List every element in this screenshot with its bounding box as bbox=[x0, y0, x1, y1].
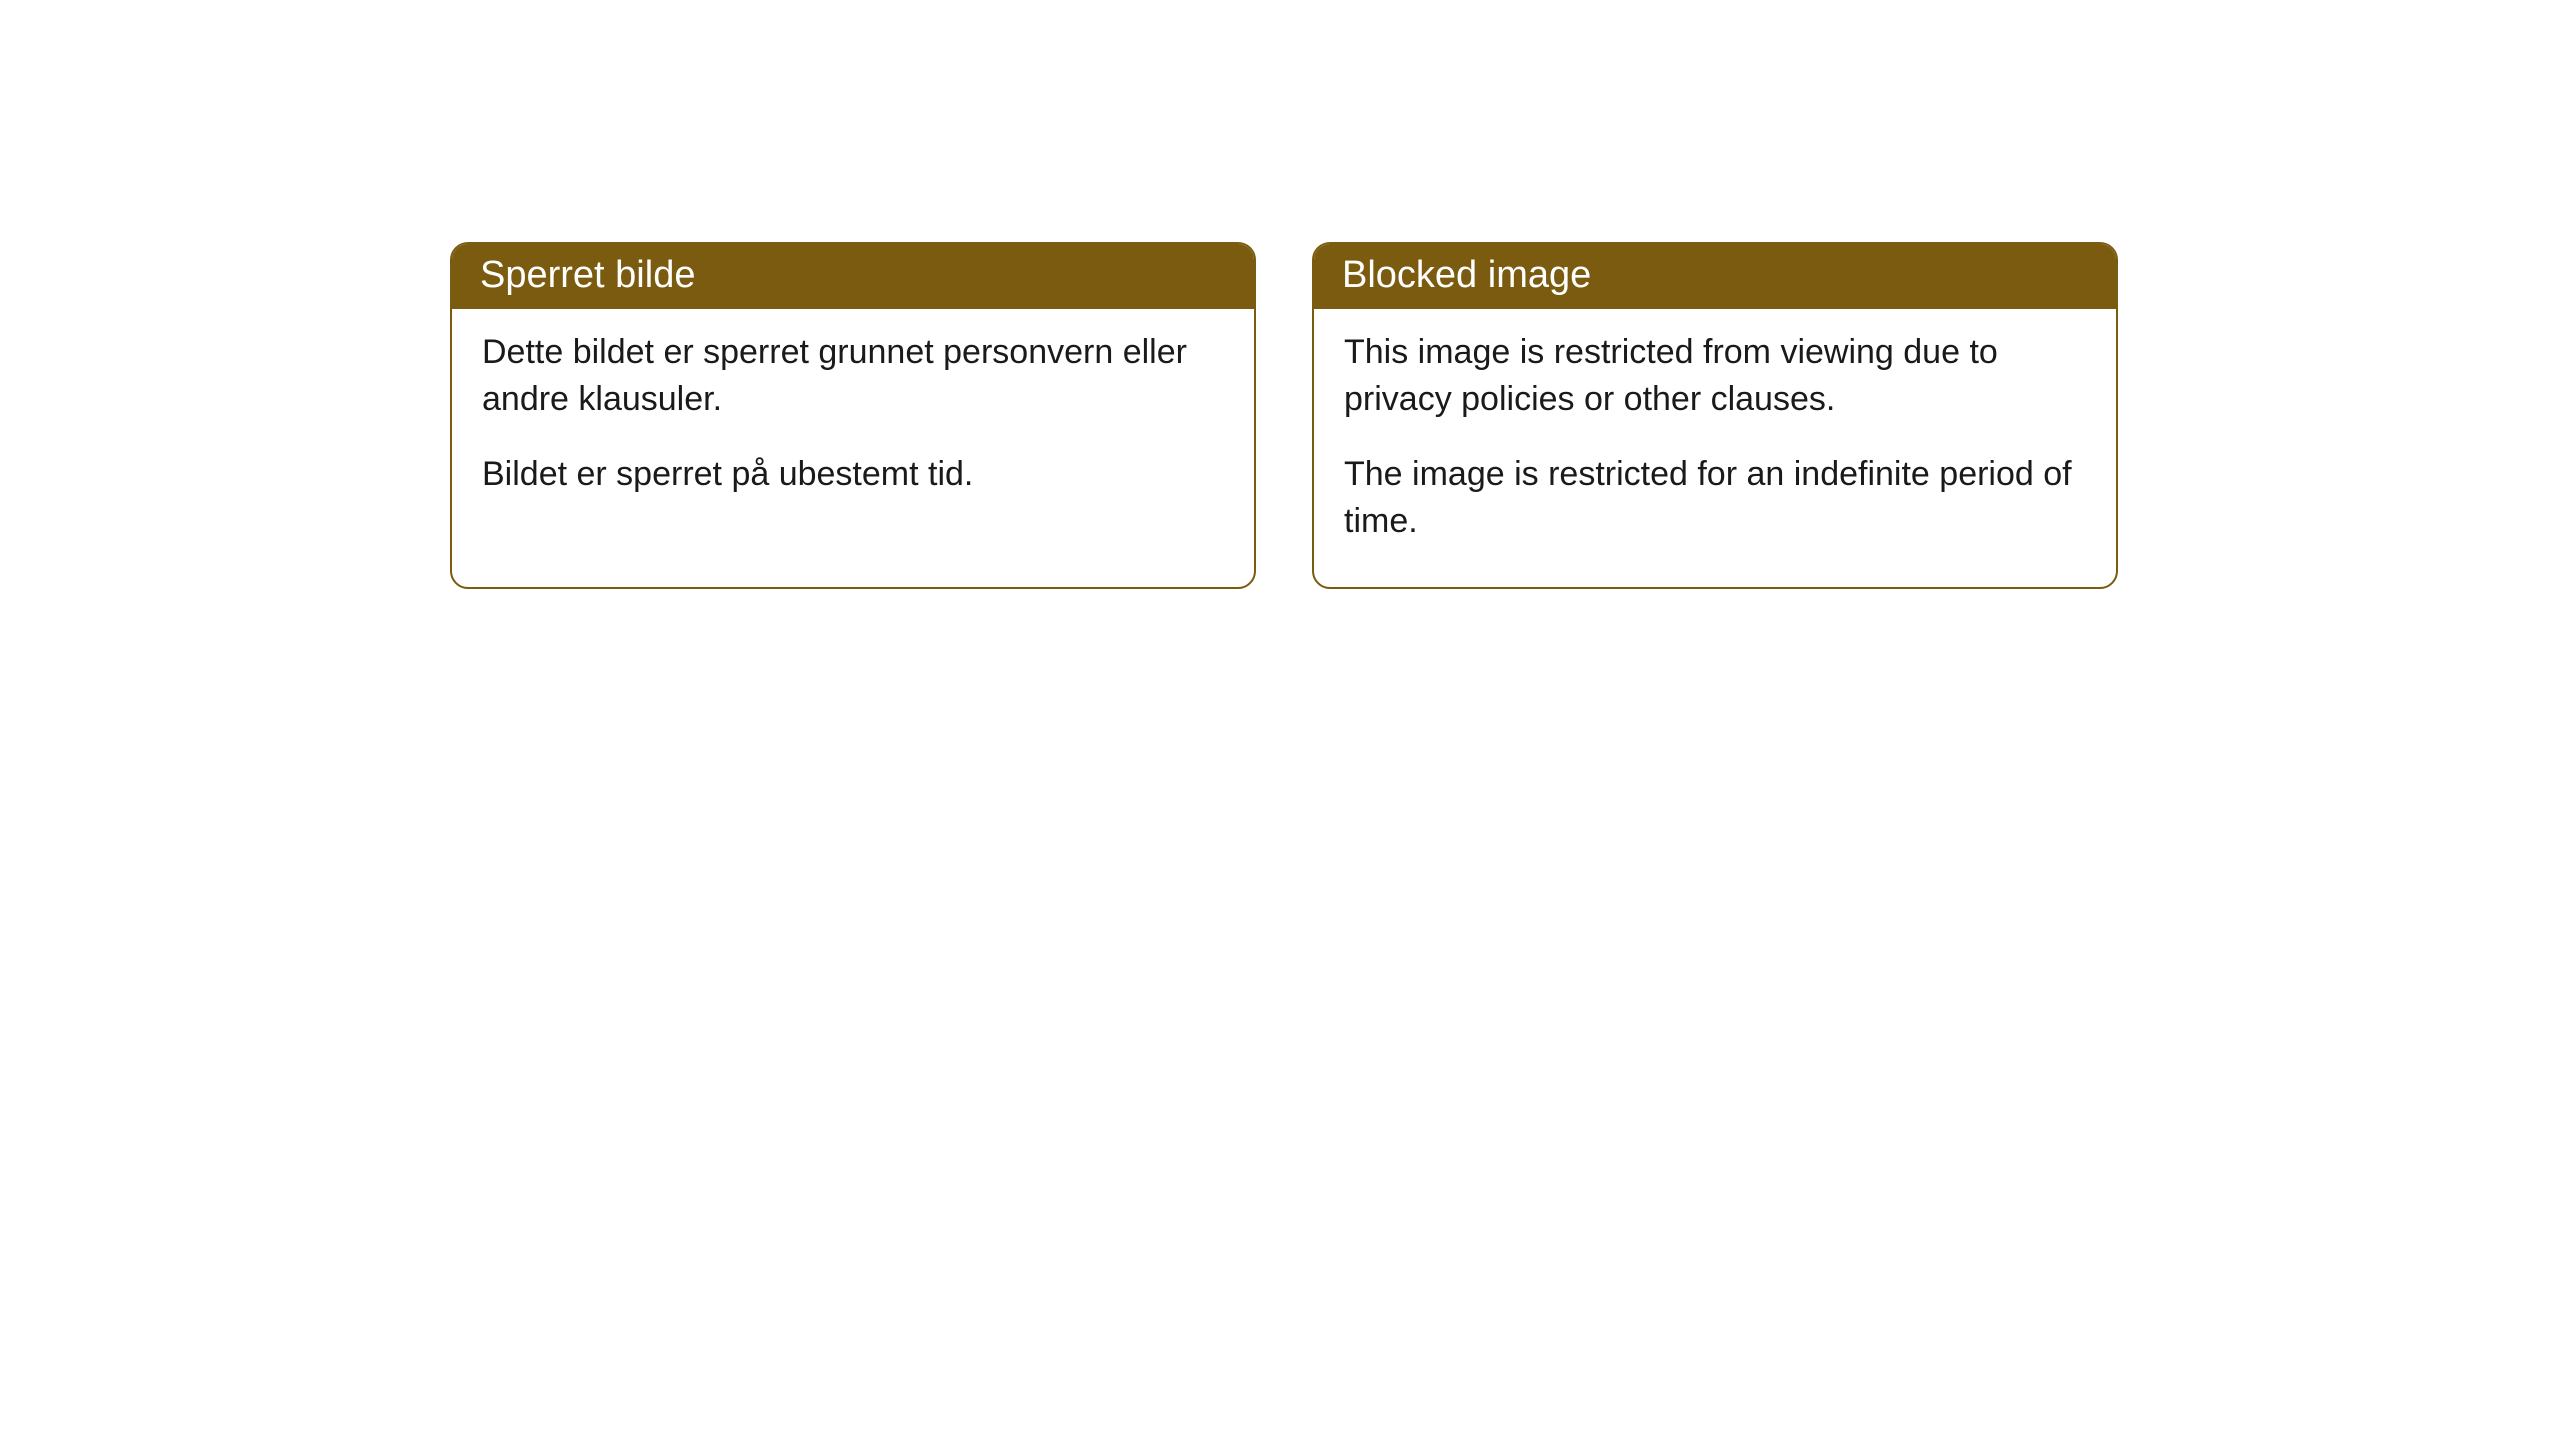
card-paragraph-en-1: This image is restricted from viewing du… bbox=[1344, 329, 2086, 423]
card-header-no: Sperret bilde bbox=[452, 244, 1254, 309]
cards-container: Sperret bilde Dette bildet er sperret gr… bbox=[450, 242, 2560, 589]
card-body-en: This image is restricted from viewing du… bbox=[1314, 309, 2116, 587]
card-header-en: Blocked image bbox=[1314, 244, 2116, 309]
card-paragraph-no-2: Bildet er sperret på ubestemt tid. bbox=[482, 451, 1224, 498]
card-body-no: Dette bildet er sperret grunnet personve… bbox=[452, 309, 1254, 540]
blocked-image-card-no: Sperret bilde Dette bildet er sperret gr… bbox=[450, 242, 1256, 589]
card-paragraph-en-2: The image is restricted for an indefinit… bbox=[1344, 451, 2086, 545]
blocked-image-card-en: Blocked image This image is restricted f… bbox=[1312, 242, 2118, 589]
card-paragraph-no-1: Dette bildet er sperret grunnet personve… bbox=[482, 329, 1224, 423]
